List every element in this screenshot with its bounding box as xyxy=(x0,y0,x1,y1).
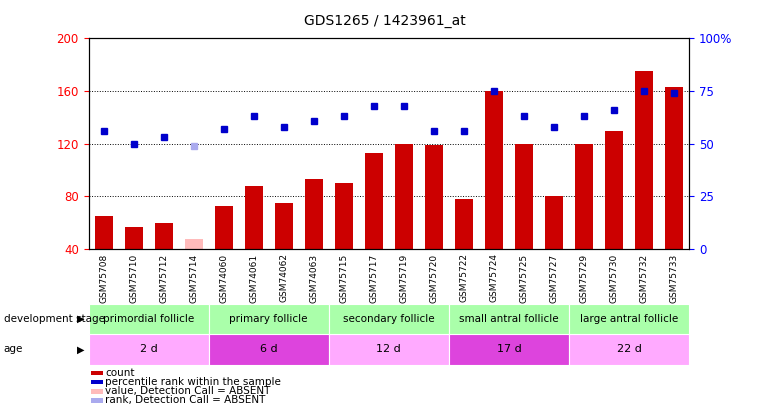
Bar xyxy=(155,223,172,249)
Bar xyxy=(15,404,16,405)
Text: percentile rank within the sample: percentile rank within the sample xyxy=(105,377,281,387)
Text: GSM75710: GSM75710 xyxy=(129,254,138,303)
Text: GSM74062: GSM74062 xyxy=(280,254,288,303)
Bar xyxy=(335,183,353,249)
Bar xyxy=(569,304,689,334)
Bar xyxy=(2,404,4,405)
Text: ▶: ▶ xyxy=(77,314,85,324)
Bar xyxy=(365,153,383,249)
Text: GSM75733: GSM75733 xyxy=(670,254,678,303)
Bar xyxy=(305,179,323,249)
Bar xyxy=(5,404,6,405)
Bar xyxy=(11,404,12,405)
Text: primordial follicle: primordial follicle xyxy=(103,314,194,324)
Text: GSM75724: GSM75724 xyxy=(490,254,498,303)
Bar xyxy=(9,404,11,405)
Bar xyxy=(91,371,103,375)
Text: GSM75725: GSM75725 xyxy=(520,254,528,303)
Text: 2 d: 2 d xyxy=(139,344,158,354)
Bar xyxy=(329,304,449,334)
Bar xyxy=(449,304,569,334)
Text: 22 d: 22 d xyxy=(617,344,641,354)
Bar xyxy=(569,334,689,364)
Bar xyxy=(245,186,263,249)
Bar xyxy=(12,404,14,405)
Text: GSM75729: GSM75729 xyxy=(580,254,588,303)
Text: GSM75722: GSM75722 xyxy=(460,254,468,303)
Text: GSM75715: GSM75715 xyxy=(340,254,348,303)
Text: 6 d: 6 d xyxy=(260,344,277,354)
Bar xyxy=(329,334,449,364)
Bar xyxy=(16,404,18,405)
Bar xyxy=(18,404,19,405)
Text: GSM75720: GSM75720 xyxy=(430,254,438,303)
Bar xyxy=(275,203,293,249)
Text: GSM75717: GSM75717 xyxy=(370,254,378,303)
Text: GSM74063: GSM74063 xyxy=(310,254,318,303)
Bar xyxy=(89,334,209,364)
Bar xyxy=(91,398,103,403)
Text: secondary follicle: secondary follicle xyxy=(343,314,434,324)
Text: small antral follicle: small antral follicle xyxy=(459,314,559,324)
Text: age: age xyxy=(4,344,23,354)
Bar xyxy=(635,71,653,249)
Bar xyxy=(1,404,2,405)
Text: GSM75732: GSM75732 xyxy=(640,254,648,303)
Bar xyxy=(95,216,112,249)
Bar xyxy=(6,404,8,405)
Bar xyxy=(91,389,103,394)
Bar xyxy=(8,404,9,405)
Bar xyxy=(425,145,443,249)
Bar xyxy=(605,130,623,249)
Text: GSM75712: GSM75712 xyxy=(159,254,168,303)
Text: GSM75727: GSM75727 xyxy=(550,254,558,303)
Bar xyxy=(665,87,683,249)
Text: GSM75714: GSM75714 xyxy=(189,254,198,303)
Text: count: count xyxy=(105,368,135,378)
Bar xyxy=(14,404,15,405)
Text: GSM74060: GSM74060 xyxy=(219,254,228,303)
Text: GDS1265 / 1423961_at: GDS1265 / 1423961_at xyxy=(304,14,466,28)
Bar xyxy=(215,206,233,249)
Text: GSM75719: GSM75719 xyxy=(400,254,408,303)
Bar xyxy=(4,404,5,405)
Text: 17 d: 17 d xyxy=(497,344,521,354)
Bar xyxy=(575,144,593,249)
Bar xyxy=(209,334,329,364)
Bar xyxy=(545,196,563,249)
Text: primary follicle: primary follicle xyxy=(229,314,308,324)
Bar xyxy=(395,144,413,249)
Bar xyxy=(89,304,209,334)
Text: rank, Detection Call = ABSENT: rank, Detection Call = ABSENT xyxy=(105,395,266,405)
Text: development stage: development stage xyxy=(4,314,105,324)
Bar xyxy=(485,91,503,249)
Bar xyxy=(125,227,142,249)
Text: GSM75708: GSM75708 xyxy=(99,254,108,303)
Text: value, Detection Call = ABSENT: value, Detection Call = ABSENT xyxy=(105,386,271,396)
Text: large antral follicle: large antral follicle xyxy=(580,314,678,324)
Bar xyxy=(185,239,203,249)
Text: GSM74061: GSM74061 xyxy=(249,254,258,303)
Bar xyxy=(449,334,569,364)
Bar xyxy=(91,380,103,384)
Text: 12 d: 12 d xyxy=(377,344,401,354)
Text: ▶: ▶ xyxy=(77,344,85,354)
Bar xyxy=(455,199,473,249)
Text: GSM75730: GSM75730 xyxy=(610,254,618,303)
Bar xyxy=(515,144,533,249)
Bar xyxy=(209,304,329,334)
